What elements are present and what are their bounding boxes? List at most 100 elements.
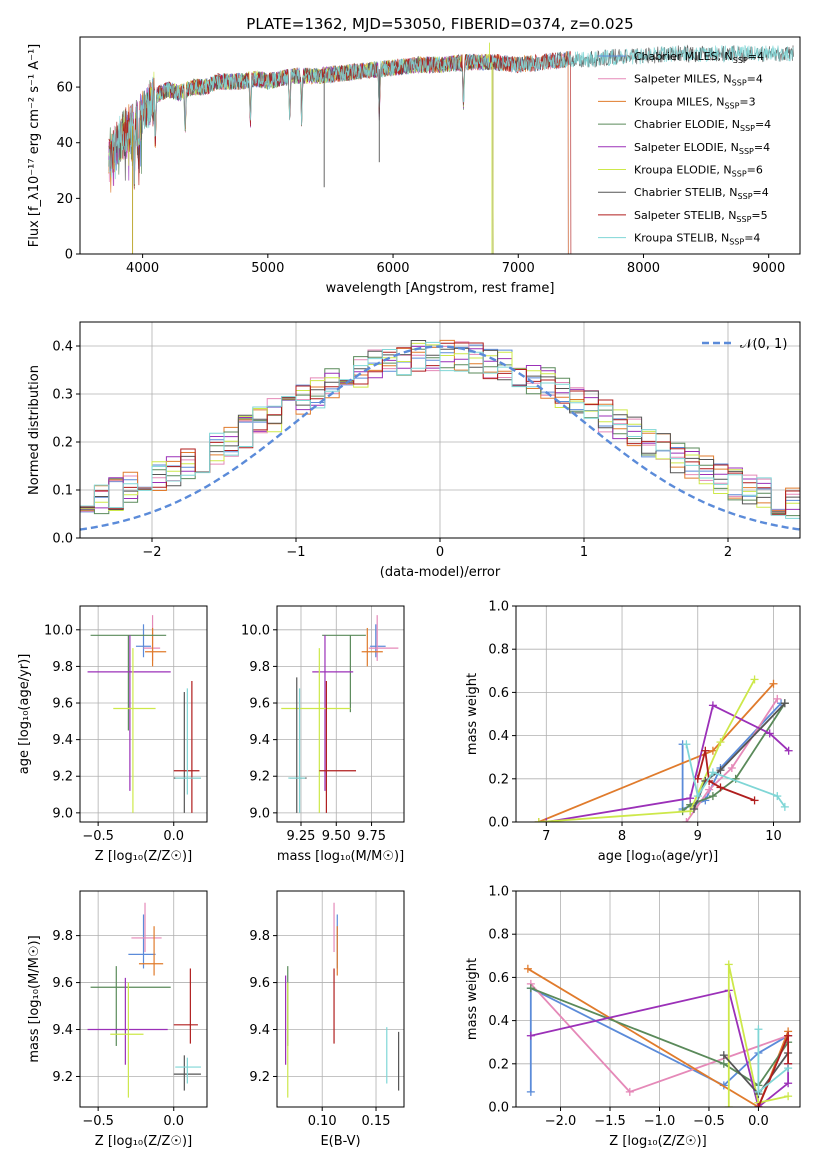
residuals-xtick-label: 2 — [724, 545, 732, 560]
weight_vs_Z-ylabel: mass weight — [465, 958, 480, 1040]
spectrum-series-kroupa-stelib — [108, 44, 794, 185]
legend-label: Salpeter MILES, NSSP=4 — [634, 73, 763, 88]
weight_vs_Z-marker — [754, 1087, 763, 1096]
weight_vs_age-frame — [515, 605, 801, 823]
weight_vs_Z-ytick-label: 0.0 — [488, 1101, 509, 1116]
weight_vs_age-ytick-label: 0.2 — [488, 772, 509, 787]
weight_vs_age-xtick-label: 7 — [542, 829, 550, 844]
spectrum-ytick-label: 20 — [56, 192, 73, 207]
age_vs_mass-ytick-label: 9.4 — [249, 733, 270, 748]
spectrum-frame — [79, 36, 801, 255]
weight_vs_age-marker — [708, 768, 717, 777]
weight_vs_Z-ytick-label: 0.4 — [488, 1014, 509, 1029]
weight_vs_age-marker — [716, 766, 725, 775]
age_vs_Z-errorbar — [90, 634, 167, 731]
mass_vs_Z-frame — [79, 890, 208, 1108]
legend-label: Salpeter ELODIE, NSSP=4 — [634, 141, 770, 156]
residuals-ytick-label: 0.1 — [52, 484, 73, 499]
mass_vs_EBV-ytick-label: 9.8 — [249, 929, 270, 944]
age_vs_mass-ytick-label: 9.2 — [249, 770, 270, 785]
mass_vs_Z-plot-area — [80, 891, 207, 1107]
residuals-ytick-label: 0.3 — [52, 388, 73, 403]
age_vs_Z-ytick-label: 9.8 — [52, 660, 73, 675]
age_vs_mass-errorbar — [368, 615, 399, 661]
age_vs_mass-errorbar — [281, 648, 351, 813]
weight_vs_Z-xtick-label: 0.0 — [748, 1114, 769, 1129]
weight_vs_Z-frame — [515, 890, 801, 1108]
spectrum-background — [80, 37, 800, 254]
mass_vs_Z-errorbar — [128, 914, 156, 969]
weight_vs_age-marker — [773, 694, 782, 703]
weight_vs_age-marker — [708, 792, 717, 801]
age_vs_mass-errorbar — [319, 681, 357, 813]
weight_vs_age-ytick-label: 0.4 — [488, 729, 509, 744]
weight_vs_age-marker — [705, 785, 714, 794]
legend-label: Salpeter STELIB, NSSP=5 — [634, 209, 768, 224]
weight_vs_age-xtick-label: 10 — [765, 829, 782, 844]
spectrum-ytick-label: 40 — [56, 136, 73, 151]
weight_vs_age-ytick-label: 0.8 — [488, 643, 509, 658]
weight_vs_Z-xtick-label: −2.0 — [545, 1114, 577, 1129]
mass_vs_Z-xlabel: Z [log₁₀(Z/Z☉)] — [95, 1134, 192, 1149]
plot-layer: 4000 5000 6000 7000 8000 90000204060wavelengt… — [17, 36, 801, 1149]
mass_vs_EBV-background — [277, 891, 404, 1107]
residuals-xtick-label: −2 — [142, 545, 161, 560]
residuals-xtick-label: −1 — [286, 545, 305, 560]
age_vs_mass-errorbar — [288, 688, 306, 813]
mass_vs_Z-panel: −0.5 0.0 9.2 9.4 9.6 9.8 Z [log₁₀(Z/Z☉)] mass [… — [27, 890, 208, 1149]
weight_vs_Z-marker — [784, 1031, 793, 1040]
mass_vs_EBV-xlabel: E(B-V) — [320, 1134, 360, 1149]
weight_vs_age-marker — [750, 796, 759, 805]
mass_vs_Z-xtick-label: 0.0 — [163, 1114, 184, 1129]
weight_vs_age-marker — [542, 818, 551, 822]
residuals-xtick-label: 1 — [580, 545, 588, 560]
mass_vs_EBV-xtick-label: 0.10 — [308, 1114, 337, 1129]
mass_vs_Z-ylabel: mass [log₁₀(M/M☉)] — [27, 935, 42, 1062]
weight_vs_Z-ytick-label: 0.8 — [488, 928, 509, 943]
weight_vs_age-marker — [773, 792, 782, 801]
weight_vs_Z-series-salpeter-elodie — [530, 989, 789, 1107]
weight_vs_age-xlabel: age [log₁₀(age/yr)] — [598, 849, 719, 864]
weight_vs_age-ytick-label: 0.0 — [488, 816, 509, 831]
age_vs_Z-errorbar — [87, 635, 171, 791]
age_vs_mass-plot-area — [277, 606, 404, 822]
age_vs_mass-ytick-label: 9.0 — [249, 806, 270, 821]
mass_vs_EBV-frame — [276, 890, 405, 1108]
weight_vs_Z-ytick-label: 1.0 — [488, 885, 509, 900]
age_vs_Z-ylabel: age [log₁₀(age/yr)] — [17, 654, 32, 775]
spectrum-legend: Chabrier MILES, NSSP=4 Salpeter MILES, NS… — [598, 50, 771, 247]
weight_vs_Z-marker — [526, 984, 535, 993]
age_vs_Z-ytick-label: 9.2 — [52, 770, 73, 785]
weight_vs_age-marker — [689, 805, 698, 814]
mass_vs_EBV-ytick-label: 9.4 — [249, 1023, 270, 1038]
age_vs_Z-panel: −0.5 0.0 9.0 9.2 9.4 9.6 9.8 10.0 Z [log₁₀(Z/Z☉)… — [17, 605, 208, 864]
weight_vs_age-marker — [765, 729, 774, 738]
weight_vs_age-marker — [693, 774, 702, 783]
spectrum-ytick-label: 0 — [65, 248, 73, 263]
figure-title: PLATE=1362, MJD=53050, FIBERID=0374, z=0… — [246, 15, 633, 33]
weight_vs_Z-marker — [754, 1025, 763, 1034]
age_vs_mass-errorbar — [322, 634, 366, 713]
weight_vs_age-marker — [682, 818, 691, 822]
age_vs_Z-ytick-label: 10.0 — [44, 623, 73, 638]
weight_vs_age-marker — [534, 818, 543, 822]
weight_vs_Z-marker — [523, 964, 532, 973]
weight_vs_age-ylabel: mass weight — [465, 673, 480, 755]
age_vs_mass-panel: 9.25 9.50 9.75 9.0 9.2 9.4 9.6 9.8 10.0 mass [log… — [241, 605, 405, 864]
residual-hist-kroupa-stelib — [80, 341, 800, 519]
weight_vs_age-series-kroupa-elodie — [538, 678, 756, 822]
weight_vs_Z-marker — [724, 960, 733, 969]
mass_vs_Z-ytick-label: 9.2 — [52, 1070, 73, 1085]
age_vs_mass-xtick-label: 9.75 — [357, 829, 386, 844]
weight_vs_Z-marker — [784, 1079, 793, 1088]
mass_vs_EBV-panel: 0.10 0.15 9.2 9.4 9.6 9.8 E(B-V) — [249, 890, 405, 1149]
weight_vs_age-marker — [708, 701, 717, 710]
age_vs_mass-ytick-label: 9.8 — [249, 660, 270, 675]
age_vs_Z-xtick-label: −0.5 — [82, 829, 114, 844]
weight_vs_age-plot-area — [516, 606, 800, 822]
spectrum-xtick-label: 5000 — [251, 261, 284, 276]
age_vs_mass-ytick-label: 10.0 — [241, 623, 270, 638]
weight_vs_age-xtick-label: 9 — [694, 829, 702, 844]
weight_vs_age-panel: 7 8 9 10 0.0 0.2 0.4 0.6 0.8 1.0 age [log₁₀(age/yr… — [465, 600, 801, 864]
spectrum-xtick-label: 8000 — [627, 261, 660, 276]
